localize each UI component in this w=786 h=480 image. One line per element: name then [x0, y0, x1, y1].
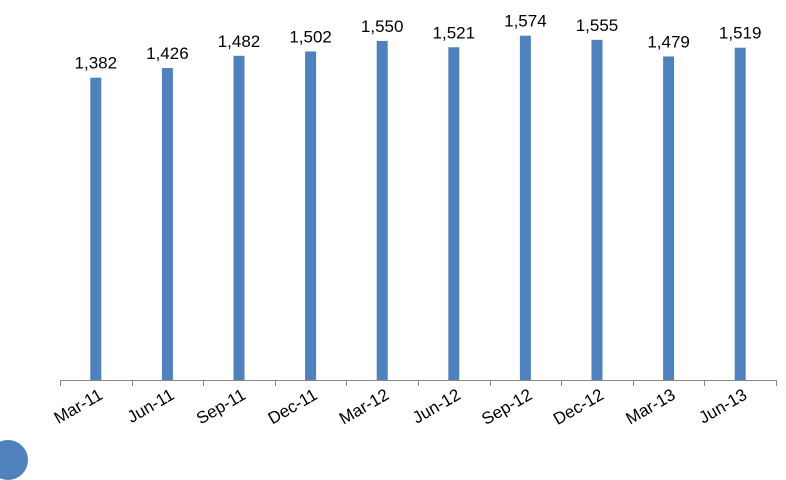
data-label: 1,502 — [289, 27, 332, 46]
bar — [305, 51, 317, 380]
bar — [376, 40, 388, 380]
x-tick-label: Jun-13 — [696, 385, 751, 427]
x-tick-label: Dec-11 — [265, 385, 321, 428]
data-label: 1,574 — [504, 12, 547, 31]
bar — [90, 77, 102, 380]
data-label: 1,550 — [361, 17, 404, 36]
x-tick-label: Mar-13 — [622, 385, 678, 428]
data-label: 1,482 — [218, 32, 261, 51]
x-tick-label: Jun-11 — [124, 385, 177, 427]
bar-chart: 1,382 1,426 1,482 1,502 1,550 1,521 1,574 1,555… — [51, 12, 777, 429]
x-axis-ticks — [60, 380, 777, 386]
bar — [591, 39, 603, 381]
data-labels: 1,382 1,426 1,482 1,502 1,550 1,521 1,574 1,555… — [75, 12, 762, 73]
x-tick-label: Sep-11 — [193, 385, 249, 428]
bar-series — [90, 35, 746, 381]
x-tick-label: Jun-12 — [409, 385, 464, 427]
bar — [734, 47, 746, 380]
bar — [663, 56, 675, 380]
bar — [233, 55, 245, 381]
x-tick-label: Dec-12 — [550, 385, 607, 429]
data-label: 1,521 — [433, 23, 476, 42]
data-label: 1,382 — [75, 54, 118, 73]
x-axis-tick-labels: Mar-11 Jun-11 Sep-11 Dec-11 Mar-12 Jun-12 Sep-… — [51, 385, 750, 429]
data-label: 1,555 — [576, 16, 619, 35]
bar — [448, 47, 460, 380]
bar — [161, 68, 173, 380]
x-tick-label: Mar-11 — [51, 385, 106, 428]
x-tick-label: Mar-12 — [336, 385, 392, 428]
data-label: 1,479 — [647, 32, 690, 51]
data-label: 1,519 — [719, 24, 762, 43]
data-label: 1,426 — [146, 44, 189, 63]
x-tick-label: Sep-12 — [478, 385, 535, 429]
bar — [519, 35, 531, 380]
